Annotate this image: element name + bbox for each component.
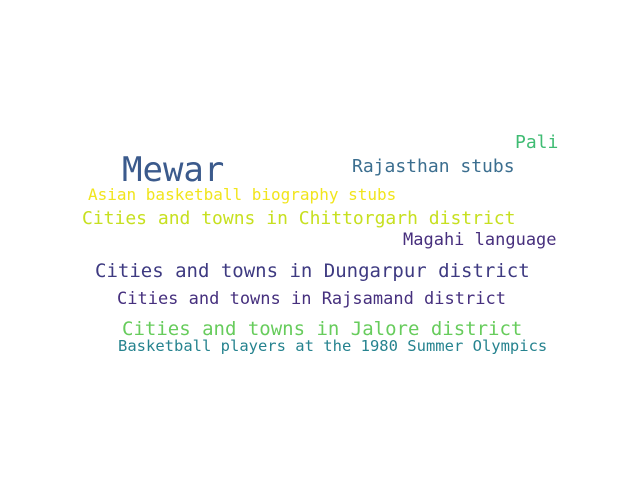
word-magahi-language: Magahi language (403, 230, 557, 250)
word-basketball-1980-olympics: Basketball players at the 1980 Summer Ol… (118, 337, 548, 355)
word-cities-dungarpur: Cities and towns in Dungarpur district (95, 260, 530, 282)
word-cities-rajsamand: Cities and towns in Rajsamand district (117, 289, 506, 309)
word-rajasthan-stubs: Rajasthan stubs (352, 156, 515, 177)
word-cities-chittorgarh: Cities and towns in Chittorgarh district (82, 208, 516, 229)
word-pali: Pali (515, 132, 559, 153)
word-cities-jalore: Cities and towns in Jalore district (122, 318, 523, 340)
word-asian-basketball-biography-stubs: Asian basketball biography stubs (88, 185, 397, 204)
word-mewar: Mewar (122, 150, 225, 190)
